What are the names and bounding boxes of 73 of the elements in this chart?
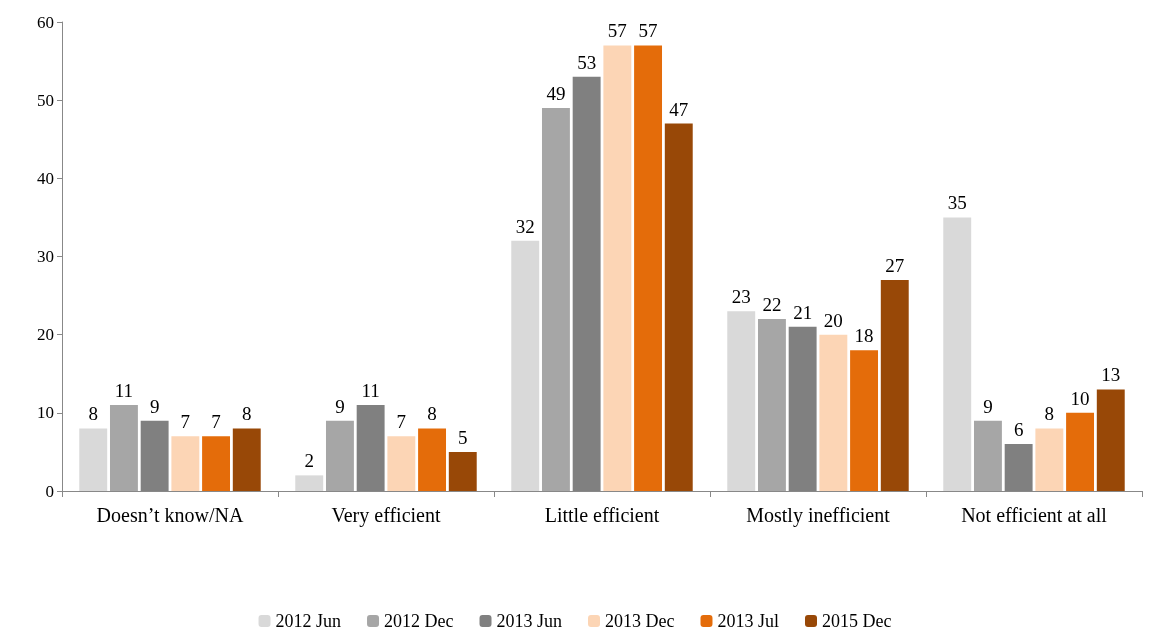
y-tick-label: 40 [37, 168, 54, 188]
data-label: 7 [211, 411, 221, 433]
y-tick-label: 20 [37, 325, 54, 345]
bar [109, 405, 138, 491]
y-tick-label: 60 [37, 12, 54, 32]
data-label: 32 [515, 215, 535, 237]
legend-label: 2013 Jun [496, 611, 563, 631]
data-label: 8 [88, 403, 98, 425]
data-label: 20 [823, 309, 843, 331]
x-tick-label: Doesn’t know/NA [96, 504, 244, 526]
y-tick-label: 0 [45, 481, 54, 501]
data-label: 57 [607, 20, 627, 42]
bar [1035, 428, 1064, 491]
bar [418, 428, 447, 491]
bar [387, 436, 416, 491]
data-label: 8 [242, 403, 252, 425]
data-label: 18 [854, 325, 874, 347]
legend-label: 2012 Jun [275, 611, 342, 631]
data-label: 49 [546, 82, 566, 104]
bar [295, 475, 324, 491]
data-label: 53 [577, 51, 597, 73]
data-label: 27 [885, 254, 905, 276]
data-label: 13 [1101, 364, 1121, 386]
data-label: 5 [458, 426, 468, 448]
data-label: 23 [731, 286, 751, 308]
bar [1096, 389, 1125, 491]
bar [880, 279, 909, 491]
bar [819, 334, 848, 491]
bar [232, 428, 261, 491]
bar [634, 45, 663, 491]
data-label: 22 [762, 294, 782, 316]
legend-label: 2013 Dec [605, 611, 675, 631]
bar [202, 436, 231, 491]
bar [79, 428, 108, 491]
bar [1066, 412, 1095, 491]
bar [664, 123, 693, 491]
x-tick-label: Mostly inefficient [746, 504, 891, 527]
legend-label: 2015 Dec [822, 611, 892, 631]
data-label: 11 [114, 380, 134, 402]
bar [727, 311, 756, 491]
x-tick-label: Very efficient [331, 504, 441, 527]
data-label: 8 [427, 403, 437, 425]
data-label: 8 [1044, 403, 1055, 425]
bar [171, 436, 200, 491]
data-label: 7 [180, 411, 191, 433]
data-label: 35 [947, 192, 967, 214]
legend-label: 2012 Dec [384, 611, 454, 631]
bar [850, 350, 879, 491]
data-label: 9 [149, 395, 160, 417]
data-label: 9 [983, 395, 993, 417]
data-label: 9 [335, 395, 345, 417]
bar [511, 240, 540, 491]
data-label: 57 [638, 20, 658, 42]
x-tick-label: Not efficient at all [961, 504, 1108, 526]
x-tick-label: Little efficient [544, 504, 660, 526]
bar [943, 217, 972, 491]
data-label: 11 [361, 380, 380, 402]
data-label: 7 [396, 411, 407, 433]
data-label: 2 [304, 450, 314, 472]
data-label: 47 [669, 98, 689, 120]
y-tick-label: 10 [37, 403, 54, 423]
y-tick-label: 30 [37, 247, 54, 266]
bar [541, 107, 570, 491]
data-label: 21 [793, 301, 813, 323]
legend-label: 2013 Jul [717, 611, 780, 631]
bar [603, 45, 632, 491]
bar [448, 451, 477, 491]
bar [325, 420, 354, 491]
bar [757, 319, 786, 491]
data-label: 10 [1070, 387, 1090, 409]
data-label: 6 [1013, 419, 1024, 441]
y-tick-label: 50 [37, 90, 54, 110]
bar [973, 420, 1002, 491]
